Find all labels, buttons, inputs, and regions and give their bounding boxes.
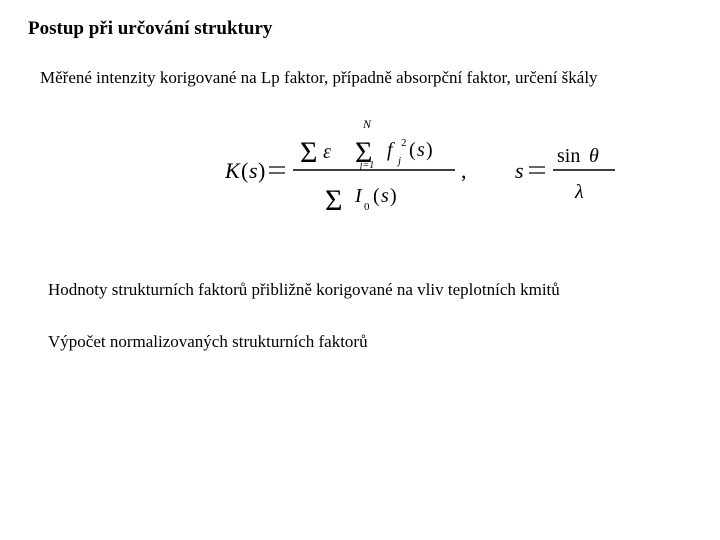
svg-text:): ) <box>426 139 433 161</box>
svg-text:θ: θ <box>589 145 599 167</box>
svg-text:j: j <box>396 155 401 167</box>
paragraph-2: Hodnoty strukturních faktorů přibližně k… <box>48 280 560 300</box>
svg-text:s: s <box>249 158 258 183</box>
svg-text:N: N <box>362 120 372 131</box>
svg-text:Σ: Σ <box>300 136 317 169</box>
svg-text:λ: λ <box>574 181 584 203</box>
svg-text:(: ( <box>373 185 380 207</box>
svg-text:f: f <box>387 139 395 161</box>
svg-text:sin: sin <box>557 145 580 167</box>
svg-text:(: ( <box>241 158 248 183</box>
page-title: Postup při určování struktury <box>28 18 272 40</box>
svg-text:0: 0 <box>364 201 370 213</box>
svg-text:Σ: Σ <box>325 184 342 217</box>
paragraph-1: Měřené intenzity korigované na Lp faktor… <box>40 68 598 88</box>
formula-display: K ( s ) Σ ε N Σ j=1 f 2 j ( s ) Σ I 0 ( … <box>225 120 645 220</box>
svg-text:j=1: j=1 <box>358 160 375 171</box>
svg-text:s: s <box>381 185 389 207</box>
svg-text:,: , <box>461 158 467 183</box>
paragraph-3: Výpočet normalizovaných strukturních fak… <box>48 332 368 352</box>
svg-text:s: s <box>417 139 425 161</box>
svg-text:s: s <box>515 158 524 183</box>
svg-text:): ) <box>258 158 265 183</box>
svg-text:I: I <box>354 185 363 207</box>
svg-text:(: ( <box>409 139 416 161</box>
svg-text:K: K <box>225 158 241 183</box>
svg-text:): ) <box>390 185 397 207</box>
svg-text:ε: ε <box>323 141 331 163</box>
svg-text:2: 2 <box>401 137 407 149</box>
